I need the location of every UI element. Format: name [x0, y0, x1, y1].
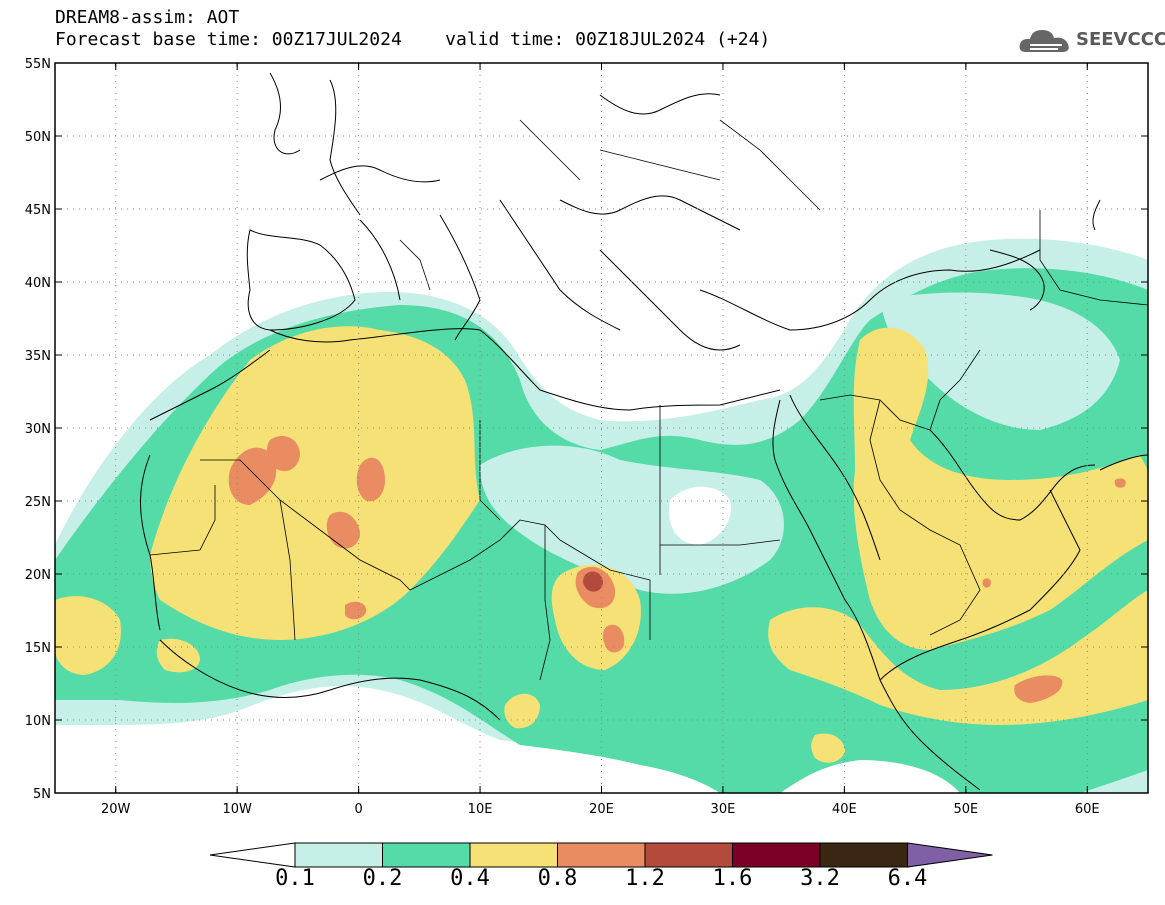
longitude-label: 60E [1075, 802, 1100, 817]
country-borders [149, 119, 1148, 681]
colorbar-level-label: 0.8 [537, 866, 578, 891]
longitude-label: 10E [468, 802, 493, 817]
latitude-label: 35N [25, 349, 51, 364]
longitude-label: 30E [711, 802, 736, 817]
colorbar [209, 842, 993, 868]
longitude-label: 40E [832, 802, 857, 817]
colorbar-swatch [294, 842, 383, 868]
graticule [55, 63, 1148, 793]
coastlines [140, 72, 1148, 791]
logo-text: SEEVCCC [1076, 29, 1165, 50]
aot-gap-libya [480, 292, 1120, 594]
colorbar-swatch [644, 842, 733, 868]
colorbar-level-label: 6.4 [887, 866, 928, 891]
colorbar-swatch [382, 842, 471, 868]
colorbar-level-label: 3.2 [800, 866, 840, 891]
latitude-label: 40N [25, 276, 51, 291]
colorbar-level-label: 0.2 [362, 866, 403, 891]
seevccc-logo: SEEVCCC [1018, 22, 1165, 58]
longitude-label: 0 [354, 802, 362, 817]
longitude-label: 20E [589, 802, 614, 817]
latitude-label: 5N [33, 787, 51, 802]
latitude-labels: 55N 50N 45N 40N 35N 30N 25N 20N 15N 10N 5N [25, 57, 51, 802]
latitude-label: 10N [25, 714, 51, 729]
latitude-label: 50N [25, 130, 51, 145]
cloud-logo-icon [1019, 30, 1069, 52]
valid-time: valid time: 00Z18JUL2024 (+24) [445, 29, 771, 50]
colorbar-arrow-high [907, 842, 993, 868]
colorbar-level-label: 0.4 [450, 866, 490, 891]
latitude-label: 30N [25, 422, 51, 437]
latitude-label: 25N [25, 495, 51, 510]
colorbar-swatch [469, 842, 558, 868]
colorbar-level-label: 1.2 [625, 866, 665, 891]
latitude-label: 20N [25, 568, 51, 583]
latitude-label: 15N [25, 641, 51, 656]
base-time: Forecast base time: 00Z17JUL2024 [55, 29, 402, 50]
longitude-label: 50E [953, 802, 978, 817]
colorbar-swatch [819, 842, 908, 868]
longitude-label: 10W [222, 802, 252, 817]
latitude-label: 45N [25, 203, 51, 218]
colorbar-swatch [557, 842, 646, 868]
axis-ticks [55, 62, 1148, 794]
colorbar-level-label: 0.1 [275, 866, 315, 891]
longitude-labels: 20W 10W 0 10E 20E 30E 40E 50E 60E [101, 802, 1100, 817]
latitude-label: 55N [25, 57, 51, 72]
map-title: DREAM8-assim: AOT [55, 7, 240, 28]
forecast-time-line: Forecast base time: 00Z17JUL2024 valid t… [55, 30, 770, 50]
colorbar-level-label: 1.6 [712, 866, 753, 891]
aot-band-1.2 [583, 571, 603, 592]
colorbar-swatch [732, 842, 821, 868]
longitude-label: 20W [101, 802, 131, 817]
colorbar-arrow-low [209, 842, 296, 868]
